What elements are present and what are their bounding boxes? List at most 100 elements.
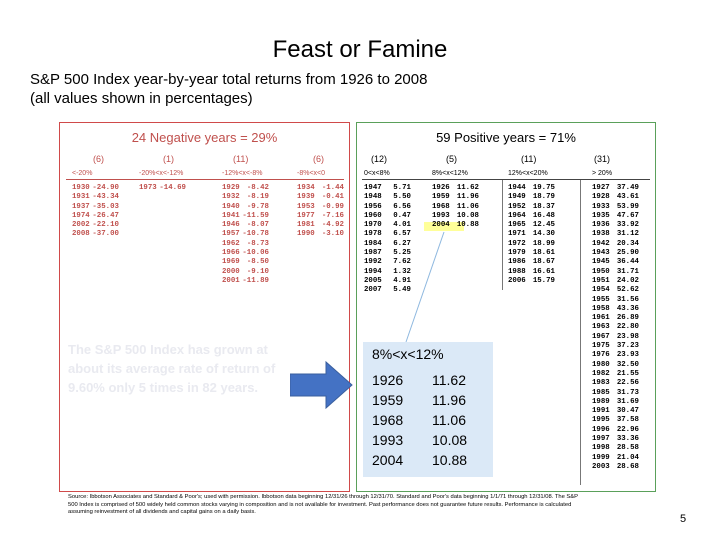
year-cell: 1935 (592, 211, 610, 220)
return-cell: 22.80 (616, 323, 639, 332)
year-cell: 1931 (72, 193, 90, 202)
pos-group-count: (31) (594, 154, 611, 164)
year-cell: 1956 (364, 202, 382, 211)
table-row: 1929 -8.42 (222, 184, 269, 193)
year-cell: 2003 (592, 462, 610, 471)
return-cell: 16.48 (532, 211, 555, 220)
return-cell: -24.90 (92, 184, 119, 192)
table-row: 1998 28.58 (592, 444, 639, 453)
table-row: 1949 18.79 (508, 193, 555, 202)
year-cell: 1996 (592, 425, 610, 434)
table-row: 1982 21.55 (592, 370, 639, 379)
return-cell: 31.56 (616, 295, 639, 304)
return-cell: 25.90 (616, 249, 639, 258)
return-cell: 53.99 (616, 202, 639, 211)
neg-group-range: -8%<x<0 (297, 170, 326, 177)
return-cell: -4.92 (321, 221, 344, 230)
return-cell: -10.78 (242, 230, 269, 239)
table-row: 1975 37.23 (592, 342, 639, 351)
callout-year: 1959 (372, 392, 404, 408)
table-row: 1971 14.30 (508, 230, 555, 239)
year-cell: 1982 (592, 369, 610, 378)
callout-year: 2004 (372, 452, 404, 468)
table-row: 1936 33.92 (592, 221, 639, 230)
return-cell: 19.75 (532, 184, 555, 192)
table-row: 1989 31.69 (592, 398, 639, 407)
table-row: 1965 12.45 (508, 221, 555, 230)
return-cell: 23.93 (616, 351, 639, 360)
pos-group-count: (12) (371, 154, 388, 164)
return-cell: 5.49 (393, 286, 411, 295)
year-cell: 1950 (592, 267, 610, 276)
year-cell: 2004 (432, 221, 450, 230)
table-row: 2004 10.88 (432, 221, 479, 230)
return-cell: 7.62 (393, 258, 411, 267)
return-cell: 5.71 (393, 184, 411, 192)
year-cell: 1938 (592, 230, 610, 239)
data-column: 1926 11.62 1959 11.96 1968 11.06 1993 10.08 2004… (432, 184, 479, 230)
neg-group-count: (11) (233, 154, 249, 164)
return-cell: 10.08 (456, 211, 479, 220)
table-row: 1963 22.80 (592, 323, 639, 332)
year-cell: 1953 (297, 202, 315, 211)
return-cell: 11.62 (456, 184, 479, 192)
year-cell: 1957 (222, 230, 240, 239)
year-cell: 2005 (364, 276, 382, 285)
return-cell: 28.58 (616, 444, 639, 453)
table-row: 1985 31.73 (592, 389, 639, 398)
table-row: 1930 -24.90 (72, 184, 119, 193)
year-cell: 1964 (508, 211, 526, 220)
year-cell: 1986 (508, 258, 526, 267)
return-cell: -1.44 (321, 184, 344, 192)
table-row: 1937 -35.03 (72, 203, 119, 212)
year-cell: 1969 (222, 258, 240, 267)
year-cell: 1926 (432, 184, 450, 192)
callout-year: 1926 (372, 372, 404, 388)
table-row: 1927 37.49 (592, 184, 639, 193)
return-cell: 6.27 (393, 239, 411, 248)
table-row: 1934 -1.44 (297, 184, 344, 193)
return-cell: 12.45 (532, 221, 555, 230)
return-cell: 22.56 (616, 379, 639, 388)
year-cell: 1991 (592, 407, 610, 416)
return-cell: -35.03 (92, 202, 119, 211)
return-cell: -8.73 (246, 239, 269, 248)
return-cell: 32.50 (616, 360, 639, 369)
table-row: 1997 33.36 (592, 435, 639, 444)
year-cell: 1932 (222, 193, 240, 202)
table-row: 1970 4.01 (364, 221, 411, 230)
positive-years-title: 59 Positive years = 71% (436, 130, 576, 145)
return-cell: 31.12 (616, 230, 639, 239)
year-cell: 2001 (222, 276, 240, 285)
year-cell: 2007 (364, 286, 382, 295)
year-cell: 1945 (592, 258, 610, 267)
return-cell: 28.68 (616, 462, 639, 471)
negative-years-title: 24 Negative years = 29% (131, 130, 278, 145)
slide-subtitle: S&P 500 Index year-by-year total returns… (30, 71, 428, 107)
return-cell: 18.79 (532, 193, 555, 202)
year-cell: 1980 (592, 360, 610, 369)
table-row: 1976 23.93 (592, 351, 639, 360)
callout-connector (405, 231, 445, 343)
return-cell: 15.79 (532, 276, 555, 285)
return-cell: 18.99 (532, 239, 555, 248)
table-row: 2008 -37.00 (72, 230, 119, 239)
data-column: 1930 -24.90 1931 -43.34 1937 -35.03 1974 -26.47… (72, 184, 119, 240)
table-row: 1986 18.67 (508, 258, 555, 267)
year-cell: 1999 (592, 453, 610, 462)
year-cell: 1972 (508, 239, 526, 248)
return-cell: -8.19 (246, 193, 269, 202)
return-cell: 23.98 (616, 332, 639, 341)
return-cell: -11.89 (242, 276, 269, 285)
year-cell: 2002 (72, 221, 90, 230)
return-cell: 4.01 (393, 221, 411, 230)
return-cell: -26.47 (92, 211, 119, 220)
highlighted-cell (424, 222, 464, 231)
year-cell: 1937 (72, 202, 90, 211)
table-row: 1980 32.50 (592, 361, 639, 370)
year-cell: 1939 (297, 193, 315, 202)
table-row: 1962 -8.73 (222, 240, 269, 249)
return-cell: -37.00 (92, 230, 119, 239)
table-row: 1940 -9.78 (222, 203, 269, 212)
year-cell: 1955 (592, 295, 610, 304)
